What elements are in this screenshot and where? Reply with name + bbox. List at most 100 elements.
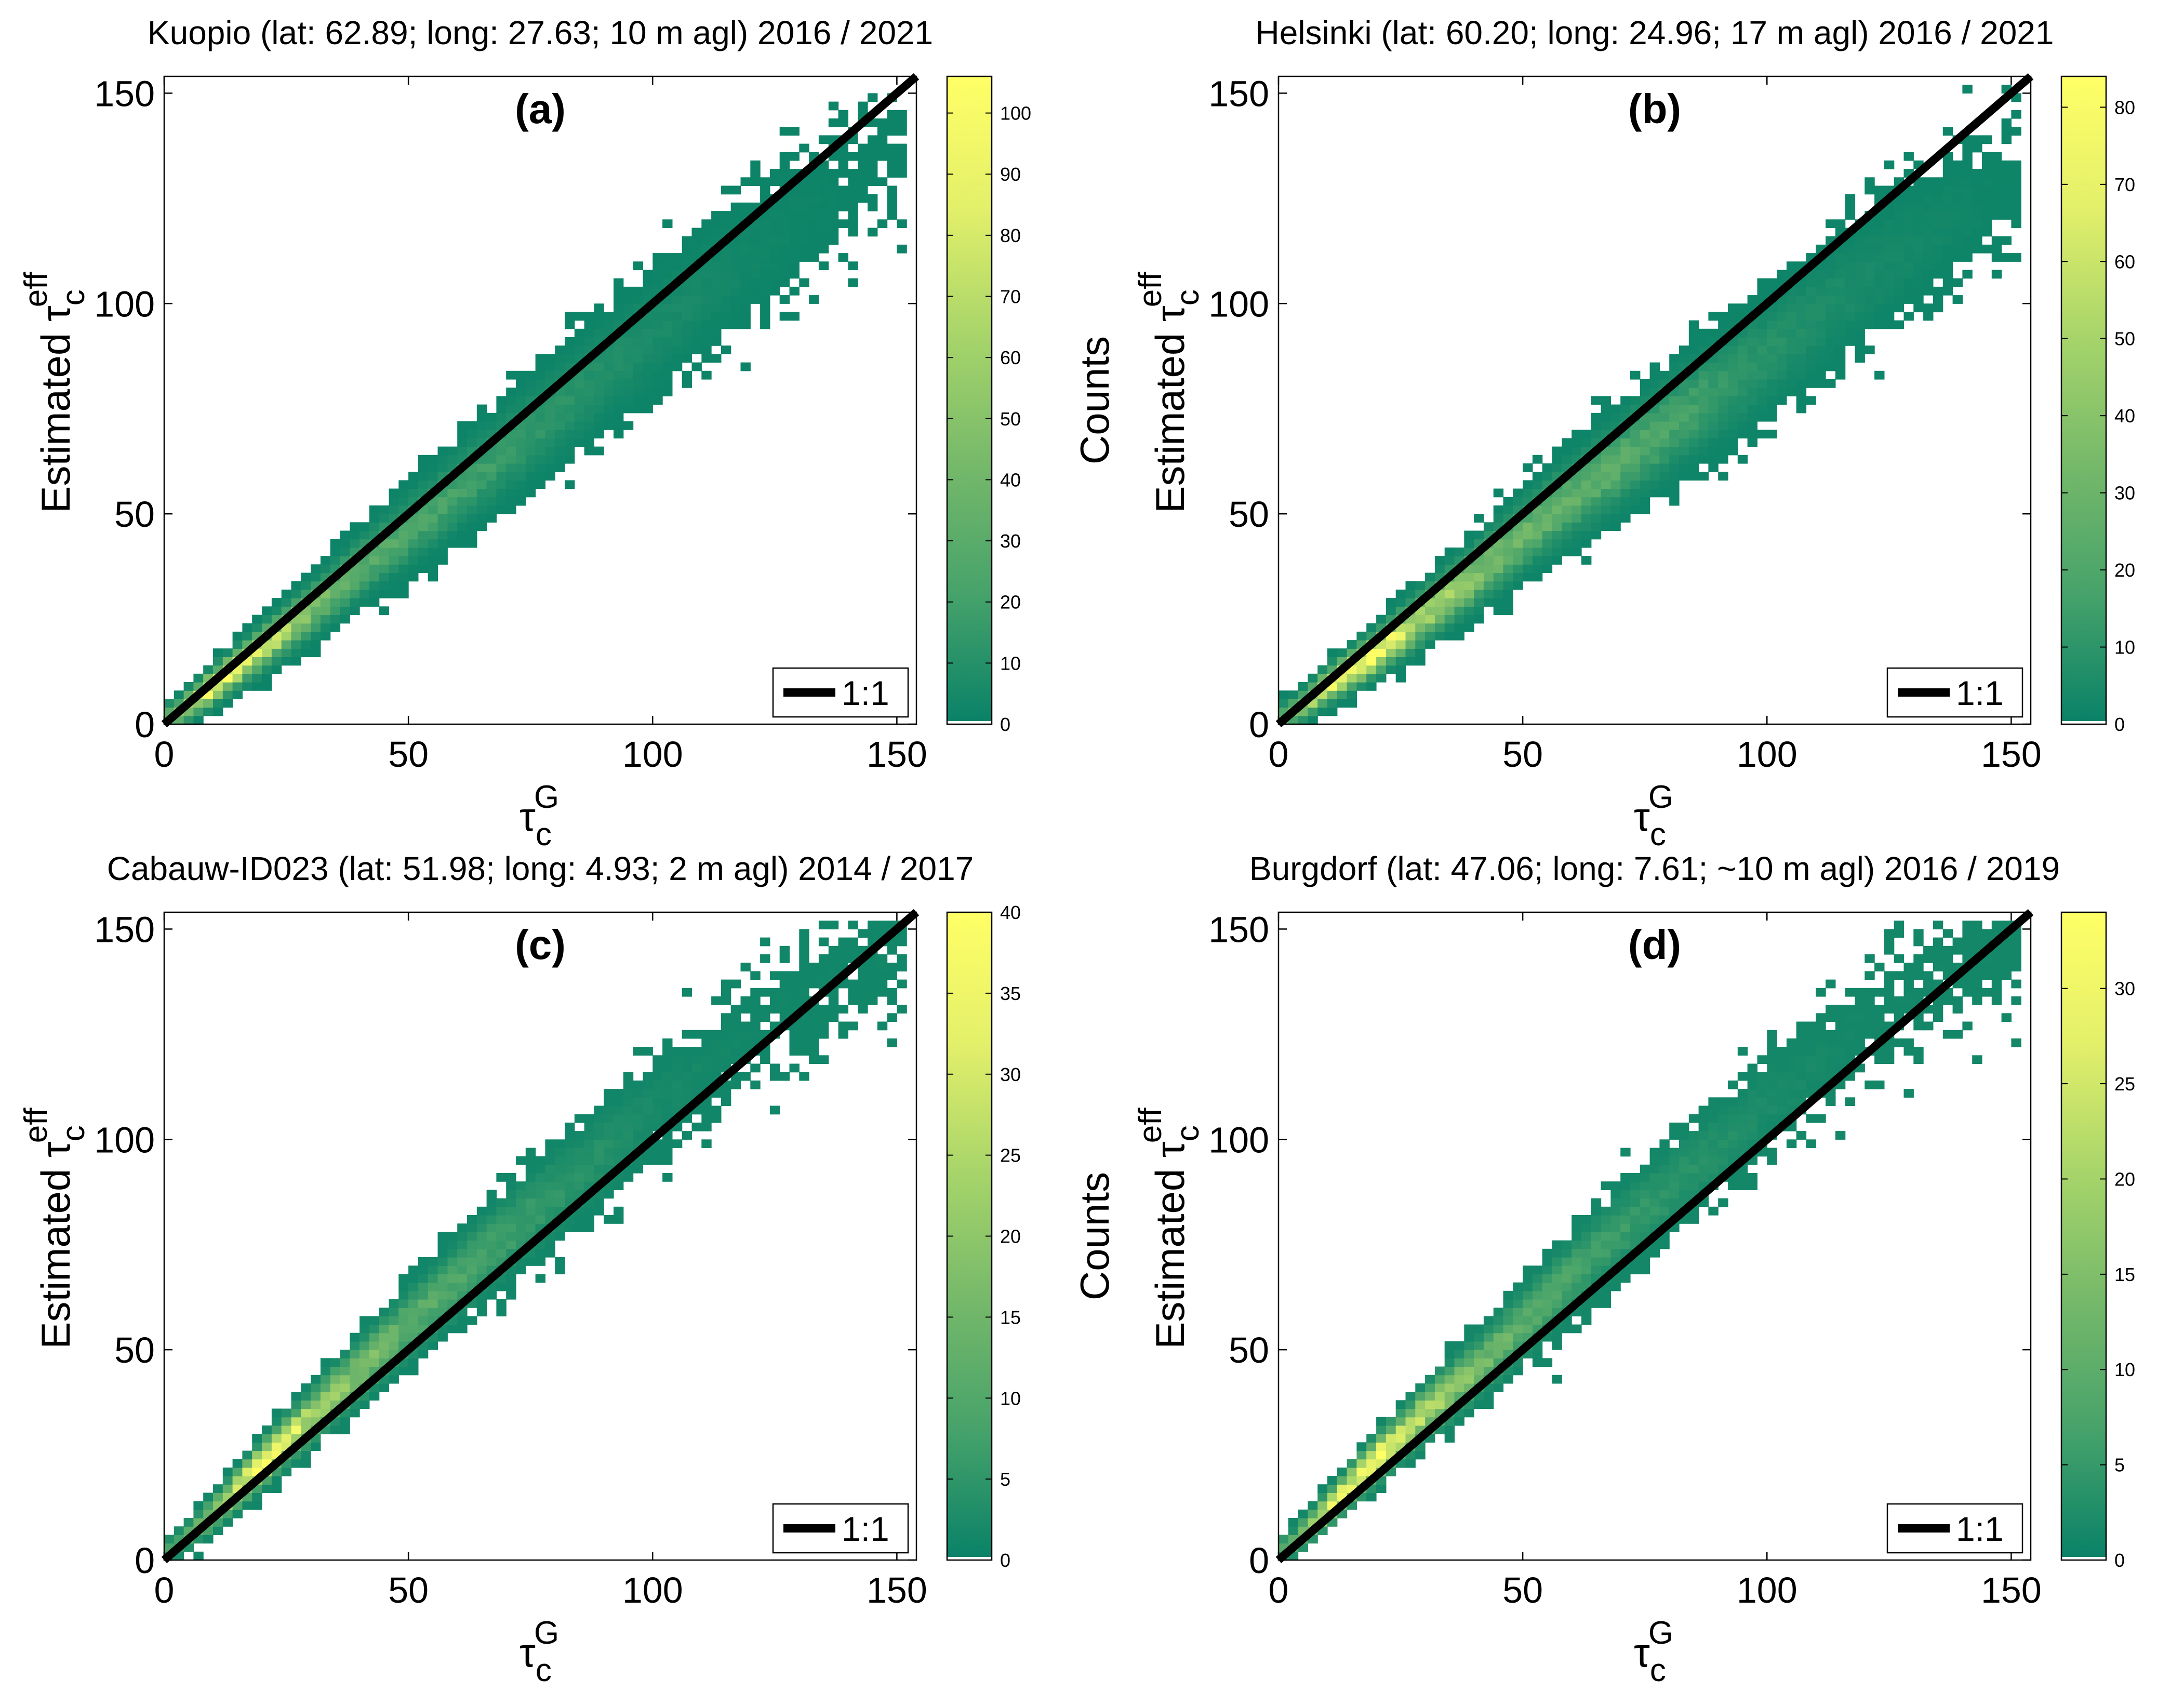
histogram-cell (730, 312, 741, 321)
histogram-cell (1826, 270, 1836, 279)
histogram-cell (1669, 1122, 1680, 1131)
histogram-cell (1962, 211, 1973, 220)
histogram-cell (1982, 971, 1992, 980)
histogram-cell (574, 1164, 585, 1174)
histogram-cell (1903, 971, 1914, 980)
histogram-cell (1991, 988, 2002, 997)
histogram-cell (584, 1206, 594, 1216)
histogram-cell (1865, 1080, 1875, 1089)
histogram-cell (721, 295, 731, 304)
histogram-cell (516, 497, 526, 506)
histogram-cell (437, 522, 448, 531)
histogram-cell (1474, 514, 1484, 523)
histogram-cell (467, 522, 477, 531)
histogram-cell (1308, 1509, 1318, 1518)
histogram-cell (1806, 1047, 1816, 1056)
histogram-cell (1483, 1316, 1494, 1325)
histogram-cell (769, 228, 780, 237)
histogram-cell (1552, 505, 1562, 514)
histogram-cell (1347, 699, 1357, 708)
colorbar: 051015202530Counts (2060, 911, 2135, 1571)
histogram-cell (1982, 177, 1992, 186)
histogram-cell (1698, 370, 1709, 380)
histogram-cell (1728, 446, 1738, 456)
histogram-cell (887, 963, 897, 971)
histogram-cell (809, 1055, 819, 1064)
histogram-cell (887, 988, 897, 997)
histogram-cell (1376, 1434, 1387, 1443)
colorbar-tick-label: 20 (2114, 1168, 2135, 1190)
histogram-cell (1649, 379, 1660, 388)
histogram-cell (1572, 1257, 1582, 1266)
histogram-cell (565, 1164, 575, 1174)
histogram-cell (2011, 169, 2021, 178)
histogram-cell (1777, 396, 1787, 405)
histogram-cell (691, 328, 702, 338)
histogram-cell (1913, 1047, 1924, 1056)
histogram-cell (828, 1013, 839, 1022)
histogram-cell (1972, 937, 1982, 947)
histogram-cell (496, 396, 507, 405)
histogram-cell (868, 143, 878, 153)
histogram-cell (1786, 362, 1797, 371)
histogram-cell (1718, 370, 1728, 380)
histogram-cell (1620, 1198, 1631, 1207)
histogram-cell (457, 1274, 468, 1283)
histogram-cell (1718, 1131, 1728, 1140)
histogram-cell (633, 1080, 643, 1089)
histogram-cell (789, 1030, 800, 1039)
histogram-cell (1708, 362, 1719, 371)
histogram-cell (887, 945, 897, 955)
histogram-cell (672, 312, 683, 321)
histogram-cell (1962, 185, 1973, 195)
histogram-cell (1972, 921, 1982, 929)
histogram-cell (1698, 388, 1709, 396)
colorbar-tick-label: 100 (1000, 103, 1031, 124)
histogram-cell (584, 396, 594, 405)
histogram-cell (301, 1417, 311, 1426)
histogram-cell (1913, 202, 1924, 211)
histogram-cell (1395, 1434, 1406, 1443)
histogram-cell (545, 362, 555, 371)
histogram-cell (408, 564, 419, 574)
histogram-cell (1747, 1114, 1757, 1123)
histogram-cell (496, 1240, 507, 1249)
histogram-cell (691, 1080, 702, 1089)
histogram-cell (1376, 657, 1387, 666)
histogram-cell (1532, 556, 1543, 565)
histogram-cell (672, 295, 683, 304)
histogram-cell (1923, 253, 1934, 262)
histogram-cell (701, 328, 712, 338)
histogram-cell (1483, 1333, 1494, 1342)
histogram-cell (662, 1063, 673, 1073)
histogram-cell (1923, 244, 1934, 254)
histogram-cell (467, 472, 477, 481)
histogram-cell (457, 480, 468, 489)
histogram-cell (1523, 488, 1533, 498)
histogram-cell (1718, 1122, 1728, 1131)
histogram-cell (750, 236, 761, 245)
histogram-cell (1816, 270, 1826, 279)
histogram-cell (1552, 522, 1562, 531)
histogram-cell (1542, 514, 1553, 523)
histogram-cell (1523, 522, 1533, 531)
histogram-cell (281, 657, 292, 666)
histogram-cell (262, 1434, 272, 1443)
histogram-cell (379, 581, 390, 590)
histogram-cell (662, 219, 673, 229)
histogram-cell (1884, 219, 1895, 229)
histogram-cell (1395, 648, 1406, 657)
histogram-cell (1640, 1181, 1650, 1190)
histogram-cell (1659, 1198, 1670, 1207)
histogram-cell (1991, 211, 2002, 220)
histogram-cell (1474, 1400, 1484, 1409)
histogram-cell (662, 1148, 673, 1157)
histogram-cell (584, 320, 594, 329)
x-tick-label: 100 (622, 1570, 683, 1610)
histogram-cell (1855, 1005, 1865, 1014)
histogram-cell (1669, 480, 1680, 489)
histogram-cell (291, 1392, 301, 1401)
histogram-cell (1649, 1248, 1660, 1258)
histogram-cell (437, 1299, 448, 1308)
histogram-cell (887, 996, 897, 1005)
